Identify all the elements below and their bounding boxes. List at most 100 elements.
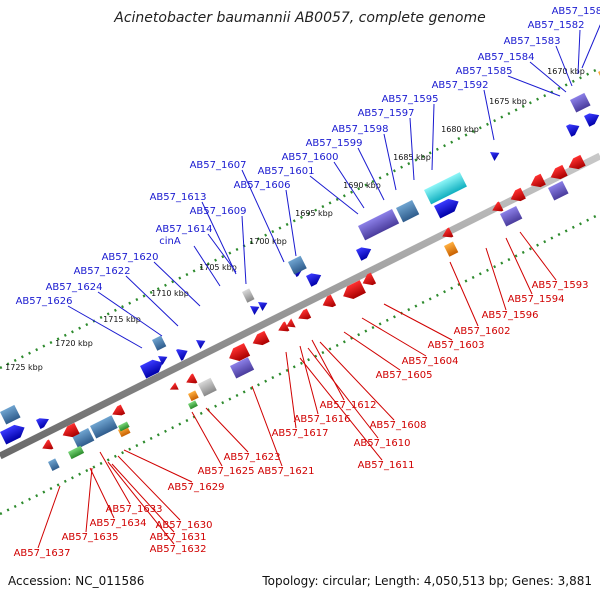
reverse-leader-line xyxy=(205,407,249,453)
accession-text: Accession: NC_011586 xyxy=(8,574,145,588)
tick-label: 1695 kbp xyxy=(295,209,333,218)
reverse-gene-label: AB57_1603 xyxy=(428,340,485,351)
reverse-gene-7 xyxy=(500,205,523,227)
reverse-gene-12-shape xyxy=(322,294,337,308)
forward-gene-6-shape xyxy=(424,172,467,205)
forward-leader-line xyxy=(201,201,237,275)
reverse-gene-20 xyxy=(169,382,179,390)
forward-gene-8 xyxy=(358,209,400,241)
forward-leader-line xyxy=(241,215,247,285)
forward-gene-label: AB57_1581 xyxy=(552,6,600,17)
genome-axis xyxy=(0,152,600,460)
reverse-leader-line xyxy=(519,231,557,281)
forward-leader-line xyxy=(431,103,435,171)
reverse-gene-7-shape xyxy=(500,205,523,227)
reverse-gene-28 xyxy=(72,427,95,449)
forward-gene-14-shape xyxy=(250,306,260,315)
reverse-gene-13-shape xyxy=(298,308,312,320)
tick-label: 1715 kbp xyxy=(103,315,141,324)
reverse-gene-label: AB57_1611 xyxy=(358,460,415,471)
forward-gene-5 xyxy=(490,152,500,161)
reverse-leader-line xyxy=(251,385,283,467)
forward-gene-label: AB57_1599 xyxy=(306,138,363,149)
reverse-gene-21 xyxy=(198,377,217,397)
reverse-leader-line xyxy=(449,261,479,327)
forward-gene-label: AB57_1620 xyxy=(102,252,159,263)
reverse-leader-line xyxy=(343,331,401,371)
forward-leader-line xyxy=(357,147,385,201)
reverse-gene-label: AB57_1631 xyxy=(150,532,207,543)
forward-gene-label: AB57_1613 xyxy=(150,192,207,203)
reverse-leader-line xyxy=(89,467,115,519)
reverse-gene-26-shape xyxy=(118,421,130,432)
forward-gene-23-shape xyxy=(0,424,25,445)
reverse-gene-22-shape xyxy=(188,390,199,402)
forward-gene-label: AB57_1609 xyxy=(190,206,247,217)
reverse-leader-line xyxy=(111,463,175,533)
reverse-leader-line xyxy=(117,455,181,521)
forward-gene-8-shape xyxy=(358,209,400,241)
tick-label: 1690 kbp xyxy=(343,181,381,190)
reverse-gene-22 xyxy=(188,390,199,402)
reverse-gene-11 xyxy=(343,280,366,299)
forward-gene-21 xyxy=(158,356,168,365)
reverse-gene-32 xyxy=(48,458,60,471)
forward-gene-18-shape xyxy=(176,349,188,361)
forward-leader-line xyxy=(409,117,415,181)
tick-label: 1675 kbp xyxy=(489,97,527,106)
reverse-gene-8-shape xyxy=(442,227,454,238)
forward-leader-line xyxy=(241,169,285,263)
reverse-gene-1-shape xyxy=(568,154,586,170)
reverse-gene-16-shape xyxy=(252,330,270,346)
forward-gene-label: AB57_1607 xyxy=(190,160,247,171)
reverse-gene-16 xyxy=(252,330,270,346)
reverse-gene-30-shape xyxy=(68,445,85,460)
reverse-gene-5 xyxy=(492,201,504,212)
forward-gene-21-shape xyxy=(158,356,168,365)
reverse-gene-20-shape xyxy=(169,382,179,390)
reverse-leader-line xyxy=(107,461,175,545)
reverse-gene-label: AB57_1594 xyxy=(508,294,565,305)
reverse-gene-6 xyxy=(548,180,569,201)
reverse-gene-31-shape xyxy=(42,439,54,450)
forward-leader-line xyxy=(309,175,359,215)
forward-gene-24 xyxy=(36,418,49,429)
reverse-gene-14-shape xyxy=(278,321,290,332)
forward-gene-18 xyxy=(176,349,188,361)
reverse-gene-11-shape xyxy=(343,280,366,299)
reverse-gene-label: AB57_1633 xyxy=(106,504,163,515)
forward-gene-11-shape xyxy=(306,273,322,287)
reverse-gene-label: AB57_1617 xyxy=(272,428,329,439)
reverse-gene-24 xyxy=(112,404,126,416)
reverse-gene-15 xyxy=(286,318,296,328)
reverse-gene-8 xyxy=(442,227,454,238)
reverse-gene-12 xyxy=(322,294,337,308)
forward-gene-13-shape xyxy=(288,255,307,275)
forward-leader-line xyxy=(97,291,163,337)
forward-leader-line xyxy=(529,61,567,93)
forward-gene-label: AB57_1598 xyxy=(332,124,389,135)
forward-gene-17-shape xyxy=(196,340,206,349)
forward-gene-19-shape xyxy=(152,335,167,351)
reverse-gene-label: AB57_1604 xyxy=(402,356,459,367)
reverse-gene-14 xyxy=(278,321,290,332)
reverse-gene-28-shape xyxy=(72,427,95,449)
forward-gene-label: AB57_1600 xyxy=(282,152,339,163)
reverse-gene-3-shape xyxy=(530,173,546,188)
tick-label: 1700 kbp xyxy=(249,237,287,246)
reverse-leader-line xyxy=(307,347,379,439)
forward-gene-label: AB57_1584 xyxy=(478,52,535,63)
forward-gene-label: cinA xyxy=(159,236,181,247)
forward-gene-9 xyxy=(396,199,420,223)
forward-gene-7-shape xyxy=(434,198,459,219)
forward-gene-label: AB57_1614 xyxy=(156,224,213,235)
reverse-gene-23 xyxy=(188,400,198,410)
reverse-gene-30 xyxy=(68,445,85,460)
reverse-gene-32-shape xyxy=(48,458,60,471)
forward-gene-16 xyxy=(242,288,255,303)
forward-gene-13 xyxy=(288,255,307,275)
forward-gene-14 xyxy=(250,306,260,315)
forward-gene-23 xyxy=(0,424,25,445)
